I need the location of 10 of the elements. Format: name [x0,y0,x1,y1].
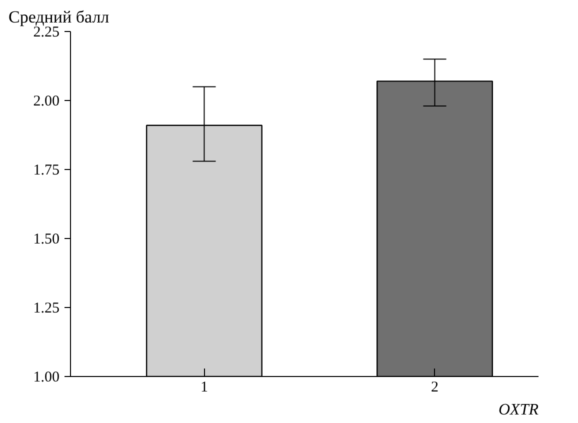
y-tick-label: 2.25 [33,24,60,40]
y-tick-label: 1.50 [33,232,60,248]
y-tick-label: 1.75 [33,162,60,178]
y-tick-label: 2.00 [33,94,60,110]
x-tick-label: 2 [431,380,439,396]
y-tick-label: 1.00 [33,370,60,386]
y-axis-title: Средний балл [8,8,110,26]
y-tick-label: 1.25 [33,300,60,316]
x-axis-title: OXTR [498,402,539,418]
x-tick-label: 1 [200,380,208,396]
